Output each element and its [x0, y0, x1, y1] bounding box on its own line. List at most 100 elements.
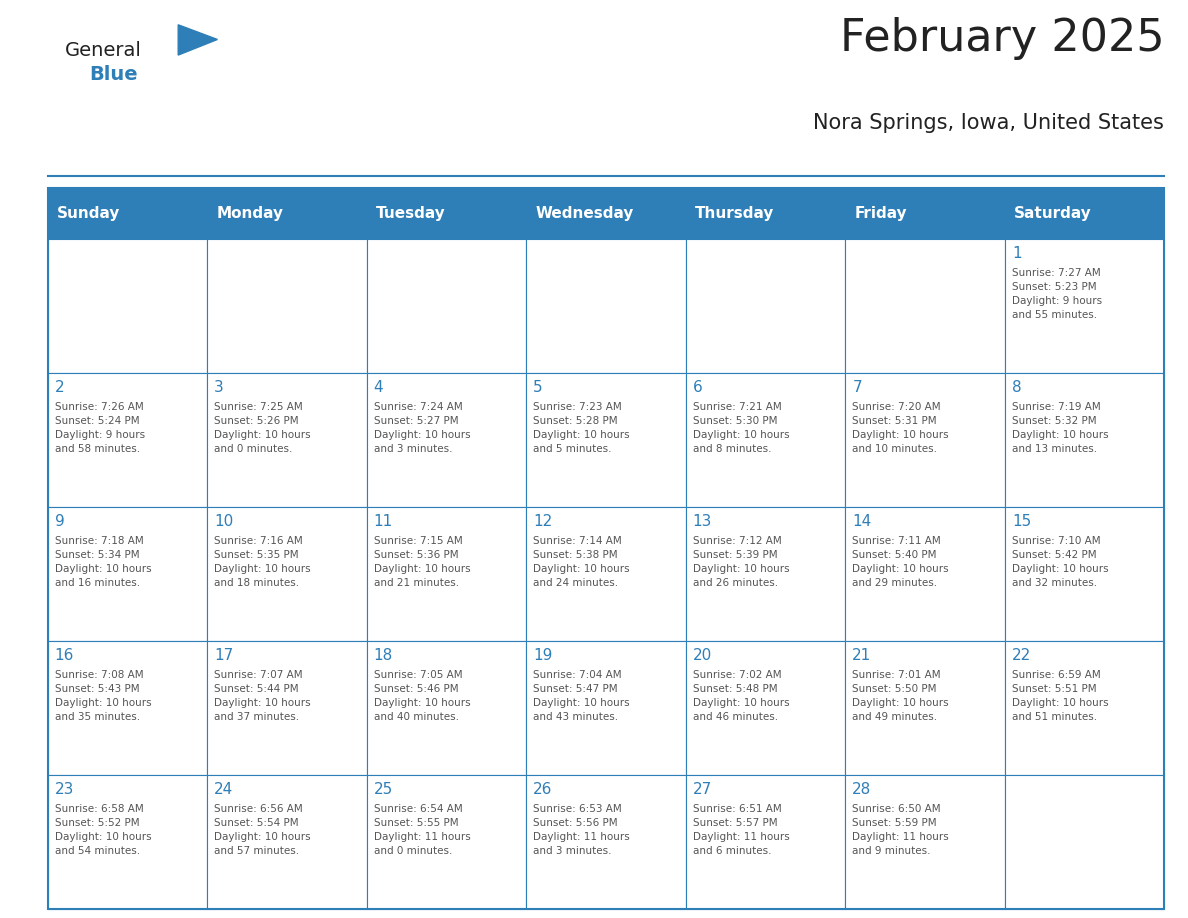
Bar [845, 373, 1005, 507]
Text: Nora Springs, Iowa, United States: Nora Springs, Iowa, United States [814, 113, 1164, 133]
Text: 4: 4 [374, 380, 384, 395]
Text: Sunrise: 7:11 AM
Sunset: 5:40 PM
Daylight: 10 hours
and 29 minutes.: Sunrise: 7:11 AM Sunset: 5:40 PM Dayligh… [852, 536, 949, 588]
Text: Sunrise: 7:24 AM
Sunset: 5:27 PM
Daylight: 10 hours
and 3 minutes.: Sunrise: 7:24 AM Sunset: 5:27 PM Dayligh… [374, 402, 470, 454]
Text: 10: 10 [214, 514, 233, 529]
Bar [367, 775, 526, 909]
Bar [845, 188, 1005, 239]
Bar [685, 373, 845, 507]
Text: Sunrise: 6:59 AM
Sunset: 5:51 PM
Daylight: 10 hours
and 51 minutes.: Sunrise: 6:59 AM Sunset: 5:51 PM Dayligh… [1012, 670, 1108, 722]
Text: Saturday: Saturday [1015, 206, 1092, 221]
Polygon shape [178, 25, 217, 55]
Text: Sunrise: 7:12 AM
Sunset: 5:39 PM
Daylight: 10 hours
and 26 minutes.: Sunrise: 7:12 AM Sunset: 5:39 PM Dayligh… [693, 536, 789, 588]
Bar [845, 239, 1005, 373]
Bar [367, 641, 526, 775]
Text: Tuesday: Tuesday [377, 206, 446, 221]
Text: Sunrise: 7:01 AM
Sunset: 5:50 PM
Daylight: 10 hours
and 49 minutes.: Sunrise: 7:01 AM Sunset: 5:50 PM Dayligh… [852, 670, 949, 722]
Text: Sunrise: 6:53 AM
Sunset: 5:56 PM
Daylight: 11 hours
and 3 minutes.: Sunrise: 6:53 AM Sunset: 5:56 PM Dayligh… [533, 804, 630, 856]
Bar [1005, 775, 1164, 909]
Bar [207, 775, 367, 909]
Bar [48, 775, 207, 909]
Bar [48, 188, 1164, 909]
Text: Wednesday: Wednesday [536, 206, 634, 221]
Bar [845, 507, 1005, 641]
Text: Blue: Blue [89, 65, 138, 84]
Text: 25: 25 [374, 782, 393, 797]
Text: Sunrise: 7:19 AM
Sunset: 5:32 PM
Daylight: 10 hours
and 13 minutes.: Sunrise: 7:19 AM Sunset: 5:32 PM Dayligh… [1012, 402, 1108, 454]
Text: Monday: Monday [216, 206, 284, 221]
Bar [48, 507, 207, 641]
Text: 23: 23 [55, 782, 74, 797]
Text: 1: 1 [1012, 246, 1022, 261]
Text: 3: 3 [214, 380, 223, 395]
Bar [1005, 507, 1164, 641]
Bar [367, 188, 526, 239]
Bar [367, 373, 526, 507]
Text: 7: 7 [852, 380, 862, 395]
Text: Sunrise: 7:26 AM
Sunset: 5:24 PM
Daylight: 9 hours
and 58 minutes.: Sunrise: 7:26 AM Sunset: 5:24 PM Dayligh… [55, 402, 145, 454]
Text: Sunrise: 7:05 AM
Sunset: 5:46 PM
Daylight: 10 hours
and 40 minutes.: Sunrise: 7:05 AM Sunset: 5:46 PM Dayligh… [374, 670, 470, 722]
Text: Sunrise: 7:04 AM
Sunset: 5:47 PM
Daylight: 10 hours
and 43 minutes.: Sunrise: 7:04 AM Sunset: 5:47 PM Dayligh… [533, 670, 630, 722]
Bar [685, 775, 845, 909]
Text: 5: 5 [533, 380, 543, 395]
Text: Sunrise: 6:50 AM
Sunset: 5:59 PM
Daylight: 11 hours
and 9 minutes.: Sunrise: 6:50 AM Sunset: 5:59 PM Dayligh… [852, 804, 949, 856]
Bar [207, 239, 367, 373]
Text: Sunrise: 6:56 AM
Sunset: 5:54 PM
Daylight: 10 hours
and 57 minutes.: Sunrise: 6:56 AM Sunset: 5:54 PM Dayligh… [214, 804, 311, 856]
Text: 20: 20 [693, 648, 712, 663]
Text: 19: 19 [533, 648, 552, 663]
Text: Sunrise: 7:27 AM
Sunset: 5:23 PM
Daylight: 9 hours
and 55 minutes.: Sunrise: 7:27 AM Sunset: 5:23 PM Dayligh… [1012, 268, 1102, 320]
Text: 24: 24 [214, 782, 233, 797]
Bar [526, 373, 685, 507]
Text: Sunrise: 7:08 AM
Sunset: 5:43 PM
Daylight: 10 hours
and 35 minutes.: Sunrise: 7:08 AM Sunset: 5:43 PM Dayligh… [55, 670, 151, 722]
Bar [367, 239, 526, 373]
Bar [526, 188, 685, 239]
Text: Sunday: Sunday [57, 206, 120, 221]
Text: 21: 21 [852, 648, 872, 663]
Bar [685, 188, 845, 239]
Bar [526, 507, 685, 641]
Bar [1005, 239, 1164, 373]
Text: 18: 18 [374, 648, 393, 663]
Bar [685, 641, 845, 775]
Text: Sunrise: 7:20 AM
Sunset: 5:31 PM
Daylight: 10 hours
and 10 minutes.: Sunrise: 7:20 AM Sunset: 5:31 PM Dayligh… [852, 402, 949, 454]
Text: Sunrise: 7:15 AM
Sunset: 5:36 PM
Daylight: 10 hours
and 21 minutes.: Sunrise: 7:15 AM Sunset: 5:36 PM Dayligh… [374, 536, 470, 588]
Bar [526, 239, 685, 373]
Bar [48, 239, 207, 373]
Bar [1005, 373, 1164, 507]
Bar [48, 188, 207, 239]
Text: Sunrise: 7:07 AM
Sunset: 5:44 PM
Daylight: 10 hours
and 37 minutes.: Sunrise: 7:07 AM Sunset: 5:44 PM Dayligh… [214, 670, 311, 722]
Text: 9: 9 [55, 514, 64, 529]
Text: Sunrise: 6:58 AM
Sunset: 5:52 PM
Daylight: 10 hours
and 54 minutes.: Sunrise: 6:58 AM Sunset: 5:52 PM Dayligh… [55, 804, 151, 856]
Text: 11: 11 [374, 514, 393, 529]
Bar [367, 507, 526, 641]
Text: 16: 16 [55, 648, 74, 663]
Text: Sunrise: 7:23 AM
Sunset: 5:28 PM
Daylight: 10 hours
and 5 minutes.: Sunrise: 7:23 AM Sunset: 5:28 PM Dayligh… [533, 402, 630, 454]
Bar [207, 373, 367, 507]
Text: 17: 17 [214, 648, 233, 663]
Bar [685, 239, 845, 373]
Text: Sunrise: 6:54 AM
Sunset: 5:55 PM
Daylight: 11 hours
and 0 minutes.: Sunrise: 6:54 AM Sunset: 5:55 PM Dayligh… [374, 804, 470, 856]
Text: Sunrise: 7:21 AM
Sunset: 5:30 PM
Daylight: 10 hours
and 8 minutes.: Sunrise: 7:21 AM Sunset: 5:30 PM Dayligh… [693, 402, 789, 454]
Text: 12: 12 [533, 514, 552, 529]
Bar [48, 373, 207, 507]
Text: General: General [65, 40, 143, 60]
Bar [526, 641, 685, 775]
Text: 14: 14 [852, 514, 872, 529]
Bar [526, 775, 685, 909]
Text: Sunrise: 6:51 AM
Sunset: 5:57 PM
Daylight: 11 hours
and 6 minutes.: Sunrise: 6:51 AM Sunset: 5:57 PM Dayligh… [693, 804, 790, 856]
Bar [845, 775, 1005, 909]
Text: 2: 2 [55, 380, 64, 395]
Text: Sunrise: 7:14 AM
Sunset: 5:38 PM
Daylight: 10 hours
and 24 minutes.: Sunrise: 7:14 AM Sunset: 5:38 PM Dayligh… [533, 536, 630, 588]
Bar [845, 641, 1005, 775]
Text: 6: 6 [693, 380, 702, 395]
Bar [207, 188, 367, 239]
Bar [685, 507, 845, 641]
Text: 22: 22 [1012, 648, 1031, 663]
Bar [1005, 641, 1164, 775]
Text: Sunrise: 7:25 AM
Sunset: 5:26 PM
Daylight: 10 hours
and 0 minutes.: Sunrise: 7:25 AM Sunset: 5:26 PM Dayligh… [214, 402, 311, 454]
Bar [48, 641, 207, 775]
Text: Sunrise: 7:02 AM
Sunset: 5:48 PM
Daylight: 10 hours
and 46 minutes.: Sunrise: 7:02 AM Sunset: 5:48 PM Dayligh… [693, 670, 789, 722]
Text: 26: 26 [533, 782, 552, 797]
Text: 8: 8 [1012, 380, 1022, 395]
Text: Friday: Friday [854, 206, 908, 221]
Text: 27: 27 [693, 782, 712, 797]
